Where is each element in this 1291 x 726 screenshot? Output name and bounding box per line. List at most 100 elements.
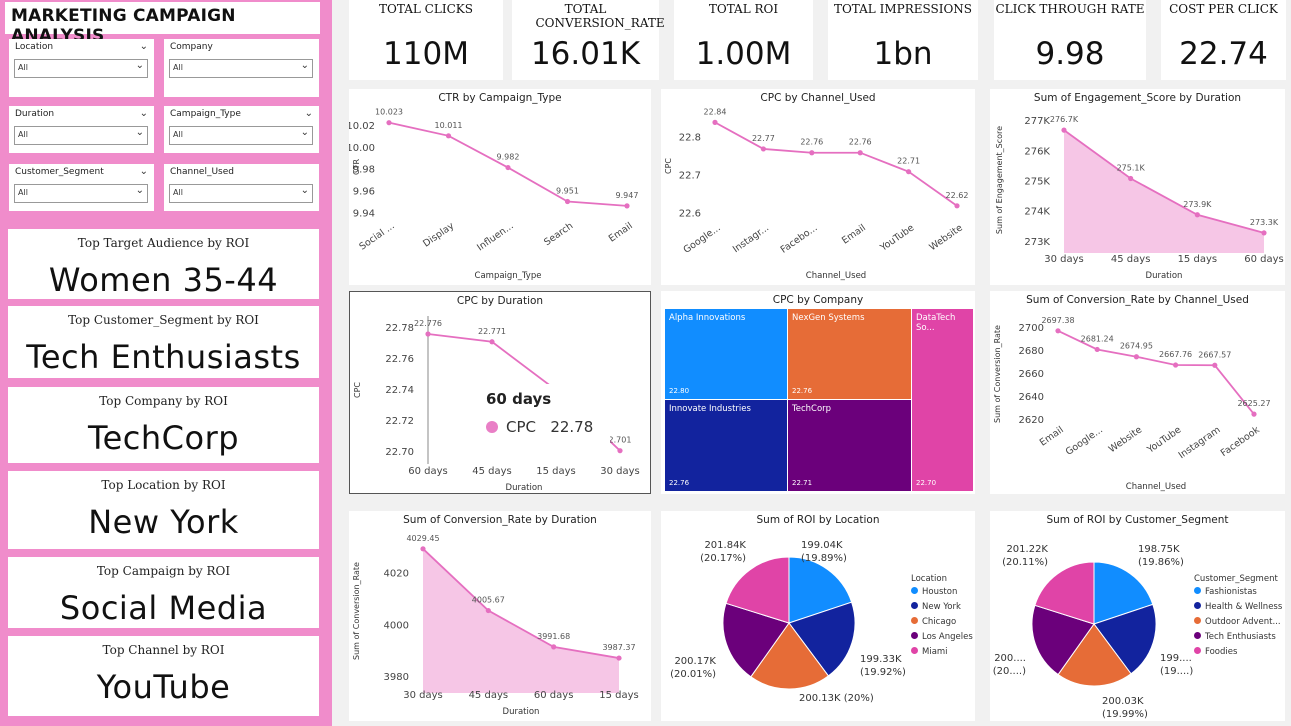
card-top-channel: Top Channel by ROI YouTube bbox=[8, 636, 319, 716]
chevron-down-icon[interactable]: ⌄ bbox=[135, 127, 144, 138]
legend-item[interactable]: Chicago bbox=[911, 617, 973, 627]
chevron-down-icon[interactable]: ⌄ bbox=[135, 60, 144, 71]
data-point bbox=[445, 133, 452, 139]
chart-conversion-by-duration[interactable]: Sum of Conversion_Rate by Duration 4020 4… bbox=[349, 511, 651, 721]
x-tick-label: Website bbox=[927, 222, 964, 253]
pie-data-label: 201.22K bbox=[1006, 544, 1048, 555]
legend-dot-icon bbox=[911, 602, 918, 609]
tile-name: Innovate Industries bbox=[669, 404, 751, 414]
chart-roi-by-location[interactable]: Sum of ROI by Location 199.04K (19.89%) 19… bbox=[661, 511, 975, 721]
chart-engagement-by-duration[interactable]: Sum of Engagement_Score by Duration 277K… bbox=[990, 89, 1285, 285]
tooltip-label: CPC bbox=[506, 418, 536, 436]
kpi-value: 16.01K bbox=[530, 36, 641, 72]
kpi-total-conversion-rate: TOTAL CONVERSION_RATE 16.01K bbox=[512, 0, 665, 80]
slicer-label: Customer_Segment bbox=[15, 167, 104, 177]
tile-value: 22.70 bbox=[916, 479, 937, 487]
slicer-location[interactable]: Location ⌄ All ⌄ bbox=[9, 39, 154, 97]
legend-item[interactable]: Miami bbox=[911, 647, 973, 657]
pie-slice bbox=[722, 602, 790, 678]
card-top-campaign: Top Campaign by ROI Social Media bbox=[8, 557, 319, 628]
data-label: 273.3K bbox=[1250, 218, 1279, 227]
chevron-down-icon[interactable]: ⌄ bbox=[139, 108, 148, 119]
chevron-down-icon[interactable]: ⌄ bbox=[139, 166, 148, 177]
cpc-channel-line-svg: 22.8 22.7 22.6 CPC 22.84 Google... 22.77 Instag… bbox=[664, 107, 968, 281]
card-title: Top Target Audience by ROI bbox=[77, 236, 250, 250]
card-title: Top Customer_Segment by ROI bbox=[68, 313, 259, 327]
chevron-down-icon[interactable]: ⌄ bbox=[300, 185, 309, 196]
company-dropdown[interactable]: All ⌄ bbox=[169, 59, 313, 78]
legend-item[interactable]: Foodies bbox=[1194, 647, 1282, 657]
data-label: 10.011 bbox=[435, 121, 463, 130]
card-top-target-audience: Top Target Audience by ROI Women 35-44 bbox=[8, 229, 319, 299]
chart-title: CPC by Duration bbox=[456, 295, 544, 307]
campaign-type-dropdown[interactable]: All ⌄ bbox=[169, 126, 313, 145]
kpi-title: TOTAL ROI bbox=[708, 2, 779, 16]
pie-slice bbox=[1057, 623, 1132, 687]
tooltip-row: CPC 22.78 bbox=[486, 418, 593, 436]
data-label: 10.023 bbox=[375, 108, 403, 117]
legend-item[interactable]: Tech Enthusiasts bbox=[1194, 632, 1282, 642]
treemap-tile[interactable]: TechCorp 22.71 bbox=[788, 400, 911, 491]
legend-item[interactable]: Los Angeles bbox=[911, 632, 973, 642]
data-label: 2697.38 bbox=[1041, 316, 1074, 325]
channel-used-dropdown[interactable]: All ⌄ bbox=[169, 184, 313, 203]
legend-item[interactable]: Fashionistas bbox=[1194, 587, 1282, 597]
slicer-customer-segment[interactable]: Customer_Segment ⌄ All ⌄ bbox=[9, 164, 154, 211]
data-label: 4029.45 bbox=[406, 534, 439, 543]
y-tick-label: 2640 bbox=[1019, 392, 1044, 403]
x-tick-label: 45 days bbox=[469, 690, 509, 701]
chevron-down-icon[interactable]: ⌄ bbox=[300, 127, 309, 138]
series-line bbox=[714, 121, 958, 207]
card-value: Tech Enthusiasts bbox=[26, 338, 301, 376]
slicer-campaign-type[interactable]: Campaign_Type ⌄ All ⌄ bbox=[164, 106, 319, 153]
data-point bbox=[489, 339, 495, 345]
duration-dropdown[interactable]: All ⌄ bbox=[14, 126, 148, 145]
legend-item[interactable]: Houston bbox=[911, 587, 973, 597]
treemap-tile[interactable]: Alpha Innovations 22.80 bbox=[665, 309, 787, 399]
chart-conversion-by-channel-used[interactable]: Sum of Conversion_Rate by Channel_Used 2… bbox=[990, 291, 1285, 494]
chart-ctr-by-campaign-type[interactable]: CTR by Campaign_Type 10.02 10.00 9.98 9.96 9… bbox=[349, 89, 651, 285]
data-point bbox=[809, 150, 815, 156]
engagement-area-svg: 277K 276K 275K 274K 273K Sum of Engagement_Sc… bbox=[995, 115, 1284, 281]
location-dropdown[interactable]: All ⌄ bbox=[14, 59, 148, 78]
treemap-tile[interactable]: DataTech So... 22.70 bbox=[912, 309, 973, 491]
x-tick-label: 60 days bbox=[534, 690, 574, 701]
legend-item[interactable]: Outdoor Advent... bbox=[1194, 617, 1282, 627]
x-tick-label: Facebo... bbox=[779, 222, 820, 255]
chevron-down-icon[interactable]: ⌄ bbox=[300, 60, 309, 71]
x-tick-label: 30 days bbox=[600, 466, 640, 477]
chart-cpc-by-company[interactable]: CPC by Company Alpha Innovations 22.80 Ne… bbox=[661, 291, 975, 494]
customer-segment-dropdown[interactable]: All ⌄ bbox=[14, 184, 148, 203]
legend-item[interactable]: Health & Wellness bbox=[1194, 602, 1282, 612]
legend-dot-icon bbox=[1194, 587, 1201, 594]
roi-segment-pie-svg: 198.75K (19.86%) 199.... (19....) 200.03K (19… bbox=[993, 544, 1194, 720]
data-point bbox=[386, 120, 392, 126]
chevron-down-icon[interactable]: ⌄ bbox=[139, 41, 148, 52]
x-tick-label: Social ... bbox=[357, 220, 396, 252]
chevron-down-icon[interactable]: ⌄ bbox=[135, 185, 144, 196]
chart-roi-by-customer-segment[interactable]: Sum of ROI by Customer_Segment 198.75K (1… bbox=[990, 511, 1285, 721]
legend-label: Los Angeles bbox=[922, 632, 973, 642]
x-tick-label: Email bbox=[1038, 424, 1066, 448]
treemap-tile[interactable]: NexGen Systems 22.76 bbox=[788, 309, 911, 399]
treemap-tile[interactable]: Innovate Industries 22.76 bbox=[665, 400, 787, 491]
data-label: 22.71 bbox=[897, 157, 920, 166]
x-axis-title: Duration bbox=[503, 707, 540, 717]
data-point bbox=[564, 198, 571, 205]
slicer-duration[interactable]: Duration ⌄ All ⌄ bbox=[9, 106, 154, 153]
slicer-channel-used[interactable]: Channel_Used All ⌄ bbox=[164, 164, 319, 211]
dropdown-value: All bbox=[173, 63, 183, 72]
chevron-down-icon[interactable]: ⌄ bbox=[304, 108, 313, 119]
legend-label: Houston bbox=[922, 587, 958, 597]
x-tick-label: 45 days bbox=[472, 466, 512, 477]
legend-item[interactable]: New York bbox=[911, 602, 973, 612]
pie-data-label: (19....) bbox=[1160, 666, 1193, 677]
sidebar: MARKETING CAMPAIGN ANALYSIS Location ⌄ Al… bbox=[0, 0, 332, 726]
chart-cpc-by-channel-used[interactable]: CPC by Channel_Used 22.8 22.7 22.6 CPC 22.84… bbox=[661, 89, 975, 285]
conversion-duration-area-svg: 4020 4000 3980 Sum of Conversion_Rate 4029.4… bbox=[352, 534, 639, 717]
slicer-company[interactable]: Company All ⌄ bbox=[164, 39, 319, 97]
data-label: 275.1K bbox=[1117, 163, 1146, 172]
data-label: 2667.57 bbox=[1198, 350, 1231, 359]
x-axis-title: Duration bbox=[1146, 271, 1183, 281]
tile-name: Alpha Innovations bbox=[669, 313, 746, 323]
